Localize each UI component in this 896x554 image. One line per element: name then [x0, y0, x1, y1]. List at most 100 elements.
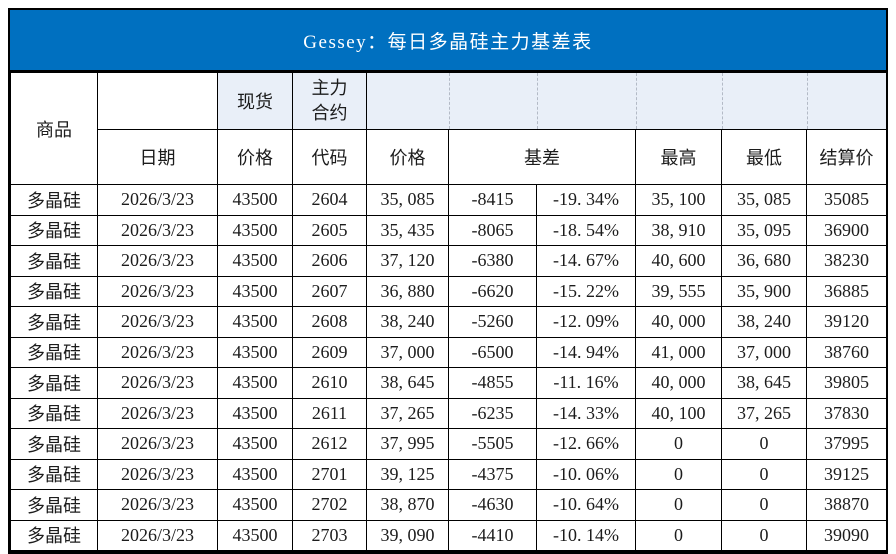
table-row: 多晶硅 2026/3/23 43500 2611 37, 265 -6235 -…: [10, 397, 888, 429]
cell-commodity: 多晶硅: [10, 428, 98, 460]
cell-settlement: 39120: [805, 306, 888, 338]
cell-high: 40, 000: [635, 367, 722, 399]
cell-settlement: 38760: [805, 336, 888, 368]
cell-basis-pct: -12. 66%: [536, 428, 636, 460]
table-row: 多晶硅 2026/3/23 43500 2607 36, 880 -6620 -…: [10, 275, 888, 307]
cell-low: 0: [721, 489, 807, 521]
cell-date: 2026/3/23: [97, 275, 218, 307]
cell-spot-price: 43500: [217, 428, 293, 460]
cell-settlement: 37830: [805, 397, 888, 429]
report-title-bar: Gessey：每日多晶硅主力基差表: [10, 10, 886, 72]
cell-low: 37, 000: [721, 336, 807, 368]
header-basis: 基差: [448, 129, 636, 185]
cell-settlement: 37995: [805, 428, 888, 460]
cell-basis: -4375: [448, 458, 537, 490]
cell-basis: -6500: [448, 336, 537, 368]
cell-date: 2026/3/23: [97, 428, 218, 460]
cell-high: 0: [635, 428, 722, 460]
cell-spot-price: 43500: [217, 397, 293, 429]
header-code: 代码: [292, 129, 367, 185]
cell-high: 40, 100: [635, 397, 722, 429]
cell-contract-code: 2607: [292, 275, 367, 307]
cell-settlement: 38870: [805, 489, 888, 521]
cell-contract-code: 2610: [292, 367, 367, 399]
cell-contract-price: 37, 995: [366, 428, 449, 460]
cell-basis: -4630: [448, 489, 537, 521]
cell-spot-price: 43500: [217, 367, 293, 399]
table-row: 多晶硅 2026/3/23 43500 2610 38, 645 -4855 -…: [10, 367, 888, 399]
cell-contract-price: 35, 435: [366, 214, 449, 246]
cell-basis-pct: -12. 09%: [536, 306, 636, 338]
cell-contract-price: 36, 880: [366, 275, 449, 307]
cell-basis: -6380: [448, 245, 537, 277]
cell-spot-price: 43500: [217, 214, 293, 246]
cell-date: 2026/3/23: [97, 214, 218, 246]
header-row-1: 商品 现货 主力 合约: [10, 72, 888, 185]
table-row: 多晶硅 2026/3/23 43500 2605 35, 435 -8065 -…: [10, 214, 888, 246]
cell-basis-pct: -14. 33%: [536, 397, 636, 429]
cell-spot-price: 43500: [217, 306, 293, 338]
cell-contract-code: 2609: [292, 336, 367, 368]
cell-contract-code: 2701: [292, 458, 367, 490]
cell-contract-code: 2604: [292, 184, 367, 216]
cell-low: 35, 095: [721, 214, 807, 246]
header-empty-cell: [97, 72, 218, 130]
cell-basis: -6620: [448, 275, 537, 307]
header-high: 最高: [635, 129, 722, 185]
cell-basis: -8065: [448, 214, 537, 246]
cell-basis-pct: -10. 06%: [536, 458, 636, 490]
cell-high: 0: [635, 458, 722, 490]
cell-settlement: 38230: [805, 245, 888, 277]
cell-high: 40, 600: [635, 245, 722, 277]
cell-commodity: 多晶硅: [10, 184, 98, 216]
cell-contract-price: 37, 000: [366, 336, 449, 368]
cell-commodity: 多晶硅: [10, 397, 98, 429]
cell-contract-price: 38, 645: [366, 367, 449, 399]
cell-low: 38, 645: [721, 367, 807, 399]
header-settlement: 结算价: [805, 129, 888, 185]
table-row: 多晶硅 2026/3/23 43500 2612 37, 995 -5505 -…: [10, 428, 888, 460]
report-title: Gessey：每日多晶硅主力基差表: [303, 31, 593, 53]
header-main-contract-line1: 主力: [311, 77, 348, 98]
cell-contract-price: 35, 085: [366, 184, 449, 216]
cell-high: 41, 000: [635, 336, 722, 368]
table-row: 多晶硅 2026/3/23 43500 2703 39, 090 -4410 -…: [10, 519, 888, 551]
cell-commodity: 多晶硅: [10, 367, 98, 399]
cell-basis: -8415: [448, 184, 537, 216]
header-strip-fill: [367, 73, 886, 129]
cell-date: 2026/3/23: [97, 306, 218, 338]
cell-contract-price: 38, 240: [366, 306, 449, 338]
cell-low: 0: [721, 428, 807, 460]
cell-commodity: 多晶硅: [10, 245, 98, 277]
cell-basis: -6235: [448, 397, 537, 429]
cell-contract-code: 2608: [292, 306, 367, 338]
cell-spot-price: 43500: [217, 184, 293, 216]
cell-high: 0: [635, 489, 722, 521]
strip-cell: [537, 73, 636, 129]
cell-basis-pct: -10. 64%: [536, 489, 636, 521]
cell-settlement: 39125: [805, 458, 888, 490]
table-row: 多晶硅 2026/3/23 43500 2609 37, 000 -6500 -…: [10, 336, 888, 368]
cell-low: 38, 240: [721, 306, 807, 338]
basis-table: 商品 现货 主力 合约: [10, 72, 888, 551]
cell-settlement: 36885: [805, 275, 888, 307]
cell-high: 38, 910: [635, 214, 722, 246]
header-date: 日期: [97, 129, 218, 185]
cell-settlement: 35085: [805, 184, 888, 216]
cell-date: 2026/3/23: [97, 245, 218, 277]
strip-cell: [449, 73, 537, 129]
cell-low: 35, 085: [721, 184, 807, 216]
cell-low: 36, 680: [721, 245, 807, 277]
cell-basis-pct: -14. 67%: [536, 245, 636, 277]
cell-contract-code: 2702: [292, 489, 367, 521]
cell-date: 2026/3/23: [97, 184, 218, 216]
cell-settlement: 36900: [805, 214, 888, 246]
cell-commodity: 多晶硅: [10, 336, 98, 368]
cell-spot-price: 43500: [217, 489, 293, 521]
cell-high: 39, 555: [635, 275, 722, 307]
cell-basis-pct: -11. 16%: [536, 367, 636, 399]
cell-basis-pct: -19. 34%: [536, 184, 636, 216]
cell-basis: -5260: [448, 306, 537, 338]
cell-date: 2026/3/23: [97, 397, 218, 429]
cell-commodity: 多晶硅: [10, 306, 98, 338]
